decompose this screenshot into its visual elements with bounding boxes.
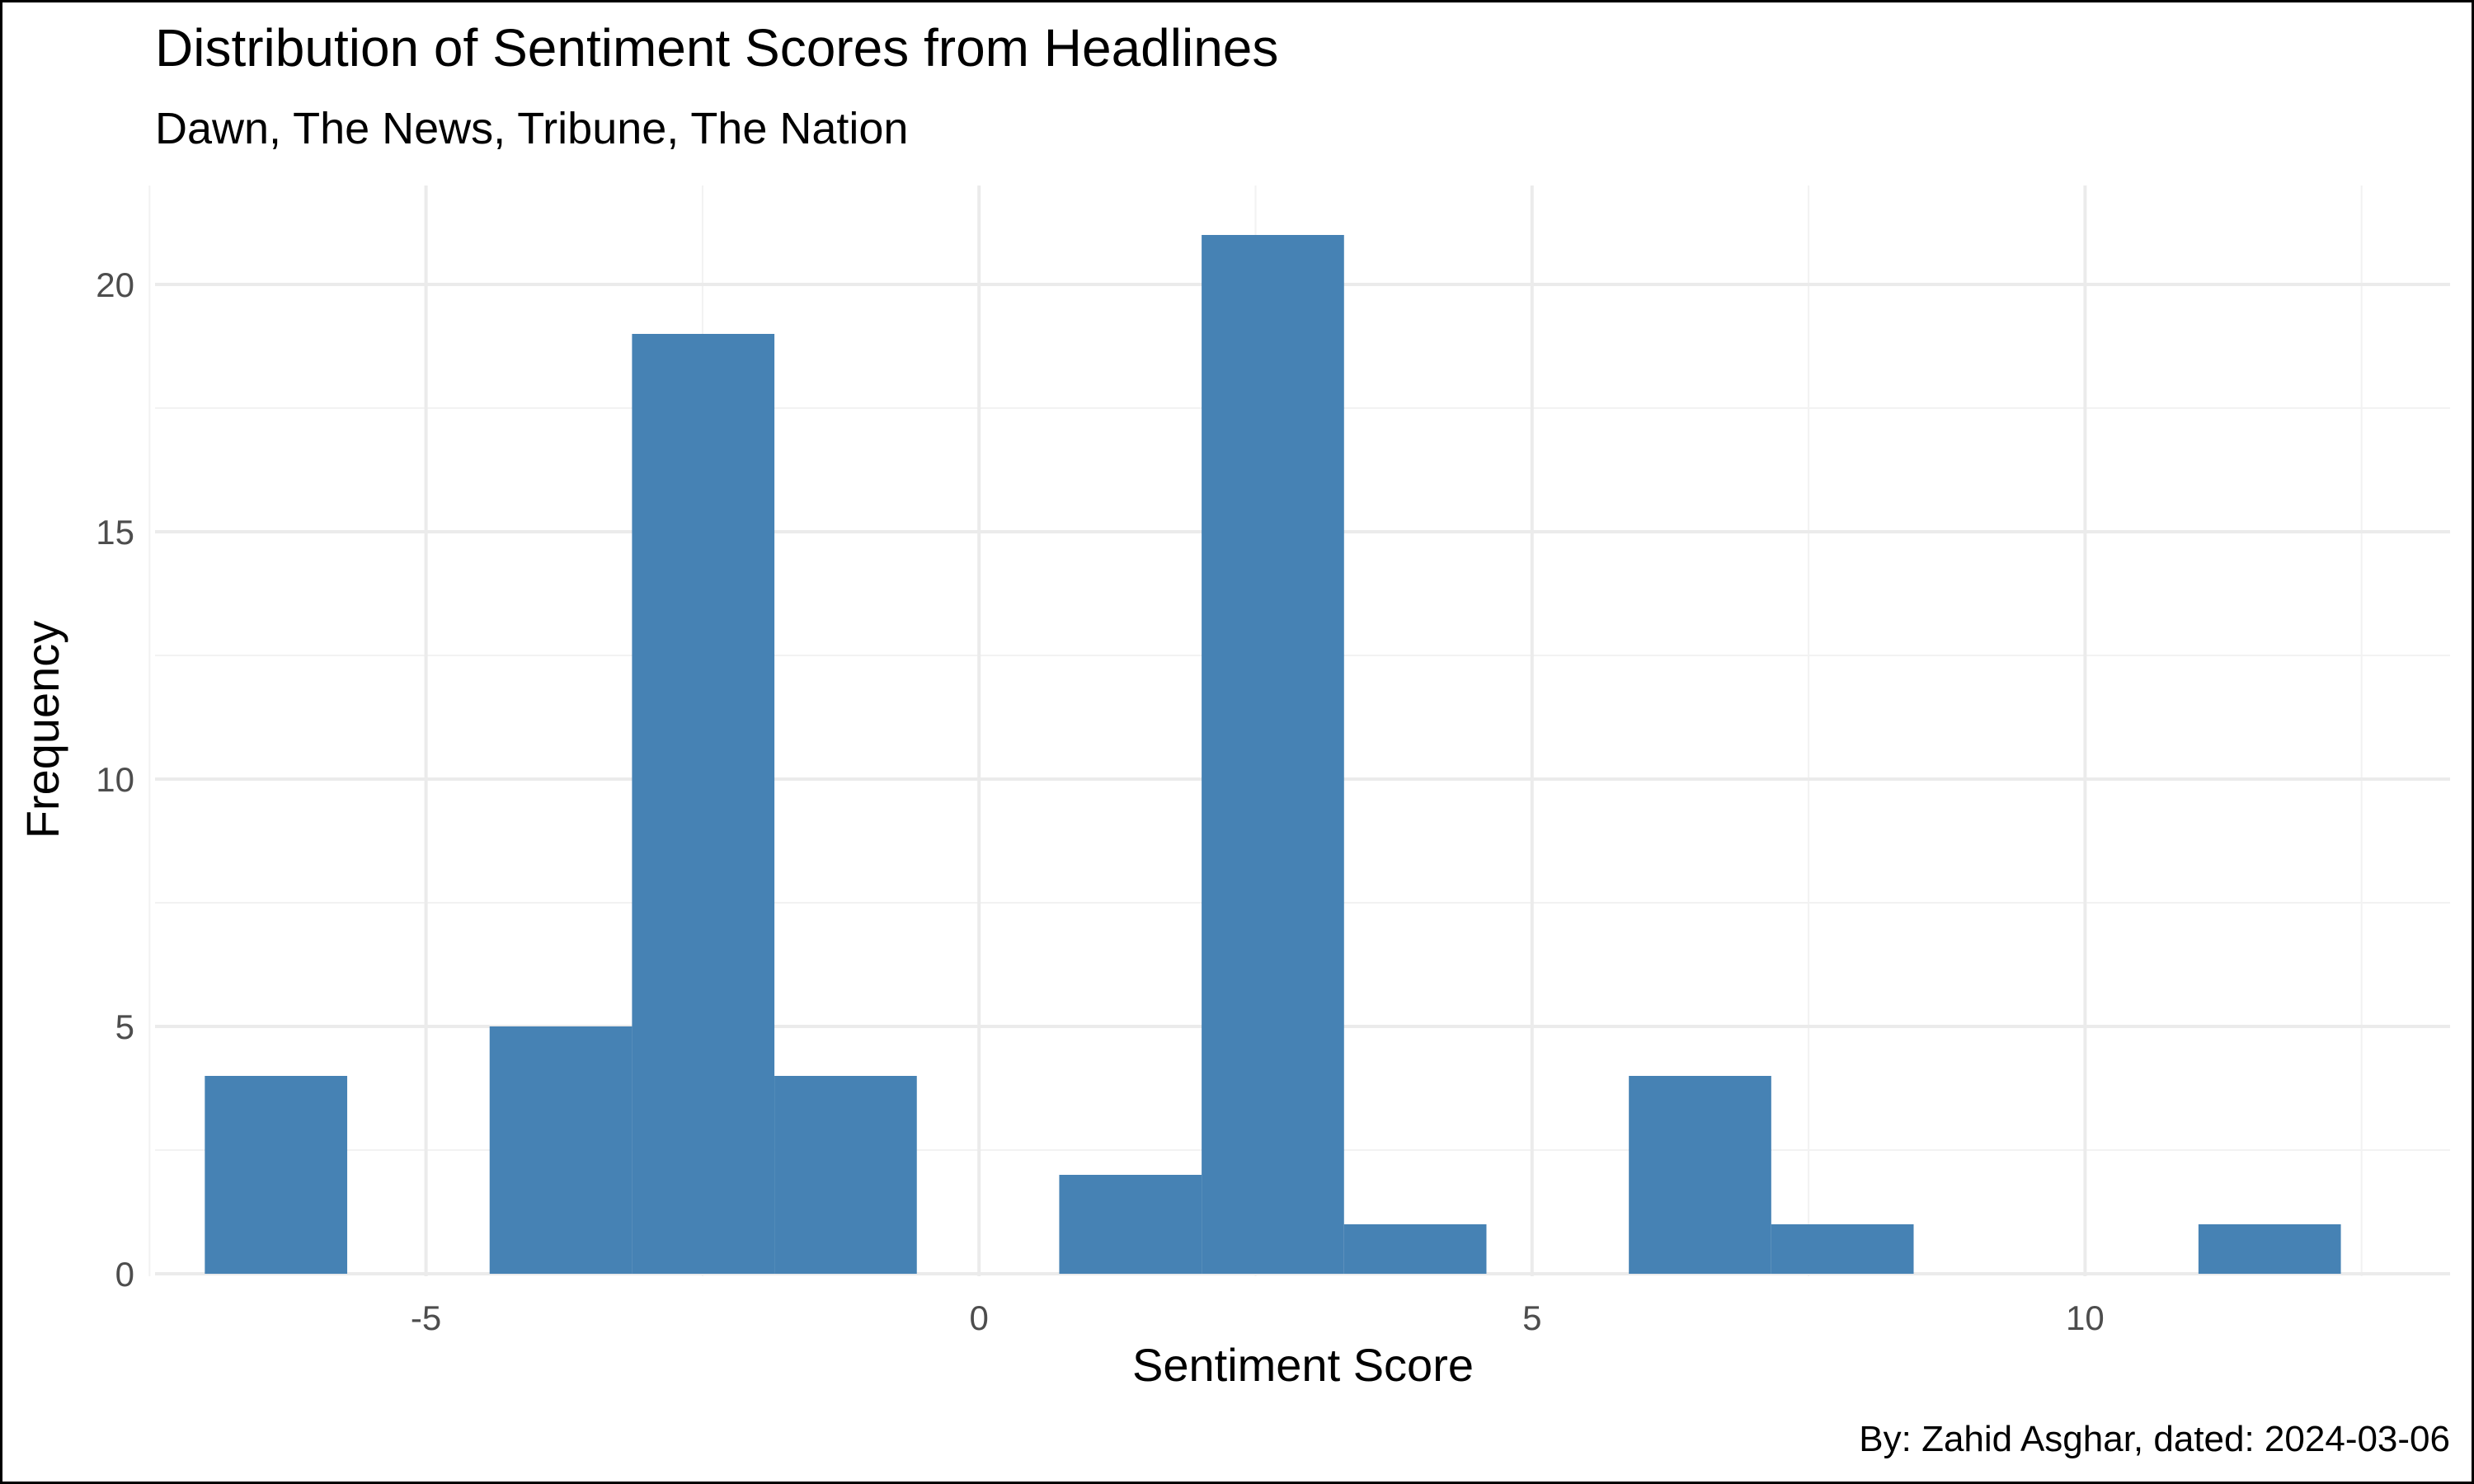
histogram-bar [774,1076,917,1274]
chart-subtitle: Dawn, The News, Tribune, The Nation [155,104,908,153]
y-tick-label: 15 [96,513,134,552]
histogram-bar [2198,1224,2341,1274]
y-tick-label: 0 [115,1255,134,1294]
x-tick-label: -5 [411,1298,441,1337]
y-tick-label: 5 [115,1007,134,1046]
x-tick-label: 5 [1522,1298,1541,1337]
histogram-bar [489,1026,633,1274]
histogram-bar [205,1076,348,1274]
x-tick-label: 10 [2066,1298,2105,1337]
histogram-bar [1629,1076,1771,1274]
histogram-bar [1771,1224,1914,1274]
y-tick-label: 10 [96,760,134,799]
x-axis-label: Sentiment Score [1132,1339,1474,1391]
x-tick-label: 0 [970,1298,989,1337]
histogram-bar [1202,235,1344,1274]
histogram-bar [632,334,775,1274]
histogram-bar [1059,1175,1202,1274]
tick-label-layer: -5 0 5 10 0 5 10 15 20 [96,265,2104,1337]
chart-title: Distribution of Sentiment Scores from He… [155,18,1278,77]
y-axis-label: Frequency [16,621,68,839]
chart-caption: By: Zahid Asghar, dated: 2024-03-06 [1859,1419,2450,1459]
histogram-bar [1343,1224,1487,1274]
y-tick-label: 20 [96,265,134,304]
bar-layer [205,235,2341,1274]
